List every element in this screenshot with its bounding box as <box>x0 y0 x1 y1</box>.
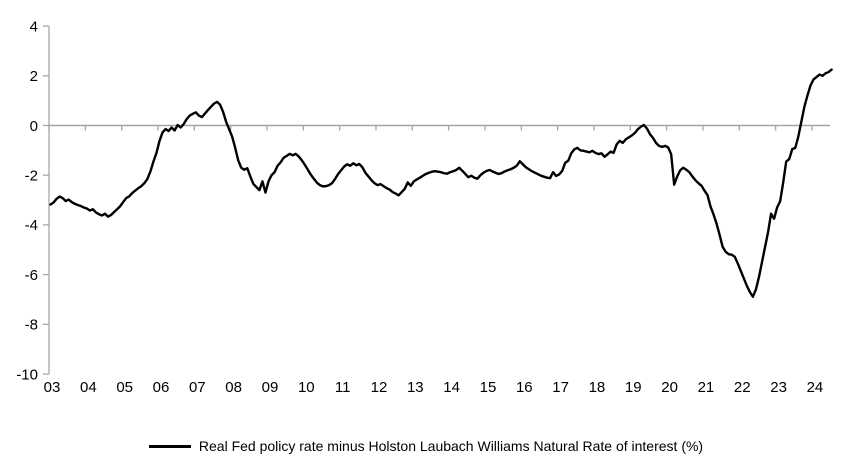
x-tick-label: 22 <box>734 379 751 396</box>
x-tick-label: 15 <box>480 379 497 396</box>
x-tick-label: 23 <box>770 379 787 396</box>
x-tick-label: 12 <box>371 379 388 396</box>
x-tick-label: 14 <box>443 379 460 396</box>
x-tick-label: 05 <box>116 379 133 396</box>
y-tick-label: -6 <box>25 267 38 284</box>
y-tick-label: -4 <box>25 217 38 234</box>
y-tick-label: -8 <box>25 317 38 334</box>
y-tick-label: 4 <box>30 18 38 35</box>
x-tick-label: 20 <box>661 379 678 396</box>
x-tick-label: 11 <box>335 379 351 396</box>
x-tick-label: 13 <box>407 379 424 396</box>
x-tick-label: 04 <box>80 379 97 396</box>
legend-label: Real Fed policy rate minus Holston Lauba… <box>198 438 704 454</box>
legend: Real Fed policy rate minus Holston Lauba… <box>0 438 852 454</box>
x-tick-label: 19 <box>625 379 642 396</box>
x-tick-label: 17 <box>552 379 569 396</box>
legend-line-sample <box>148 444 191 448</box>
x-tick-label: 09 <box>262 379 279 396</box>
y-tick-label: -10 <box>16 366 38 383</box>
y-tick-label: 2 <box>30 68 38 85</box>
y-tick-label: 0 <box>30 118 38 135</box>
x-tick-label: 16 <box>516 379 533 396</box>
x-tick-label: 07 <box>189 379 206 396</box>
x-tick-label: 03 <box>44 379 61 396</box>
x-tick-label: 24 <box>807 379 824 396</box>
y-tick-label: -2 <box>25 167 38 184</box>
x-tick-label: 10 <box>298 379 315 396</box>
x-tick-label: 06 <box>153 379 170 396</box>
data-series-line <box>49 68 833 298</box>
x-tick-label: 21 <box>698 379 715 396</box>
x-tick-label: 08 <box>225 379 242 396</box>
x-tick-label: 18 <box>589 379 606 396</box>
